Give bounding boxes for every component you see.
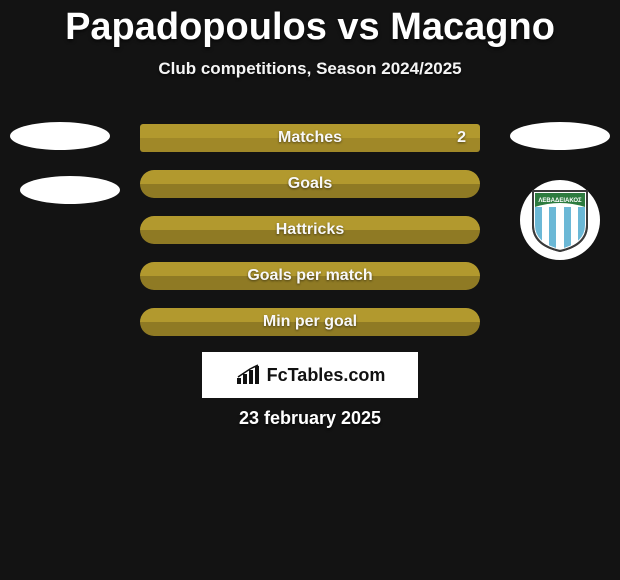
stat-row: Goals per match xyxy=(140,262,480,290)
stat-value: 2 xyxy=(457,129,466,147)
brand-box[interactable]: FcTables.com xyxy=(202,352,418,398)
stat-row: Goals xyxy=(140,170,480,198)
placeholder-ellipse-left-1 xyxy=(10,122,110,150)
brand-text: FcTables.com xyxy=(267,365,386,386)
stats-list: Matches 2 Goals Hattricks Goals per match Min… xyxy=(140,124,480,336)
date-text: 23 february 2025 xyxy=(0,408,620,429)
club-shield-icon: ΛΕΒΑΔΕΙΑΚΟΣ xyxy=(529,187,591,253)
stat-label: Hattricks xyxy=(276,221,344,239)
stat-row: Min per goal xyxy=(140,308,480,336)
placeholder-ellipse-left-2 xyxy=(20,176,120,204)
stat-label: Goals xyxy=(288,175,332,193)
page-title: Papadopoulos vs Macagno xyxy=(0,0,620,49)
stat-row: Hattricks xyxy=(140,216,480,244)
club-badge-right: ΛΕΒΑΔΕΙΑΚΟΣ xyxy=(520,180,600,260)
placeholder-ellipse-right-1 xyxy=(510,122,610,150)
stat-label: Min per goal xyxy=(263,313,357,331)
subtitle: Club competitions, Season 2024/2025 xyxy=(0,59,620,79)
svg-text:ΛΕΒΑΔΕΙΑΚΟΣ: ΛΕΒΑΔΕΙΑΚΟΣ xyxy=(538,198,582,204)
brand-bars-icon xyxy=(235,364,261,386)
stat-label: Matches xyxy=(278,129,342,147)
stat-label: Goals per match xyxy=(247,267,372,285)
stat-row: Matches 2 xyxy=(140,124,480,152)
